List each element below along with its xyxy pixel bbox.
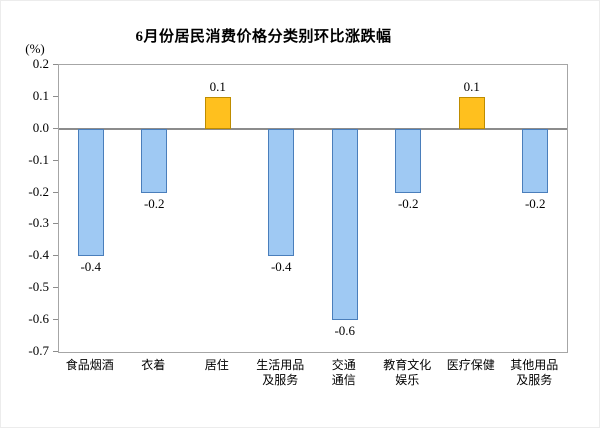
bar-value-label: 0.1 <box>209 78 226 94</box>
x-axis-category-label: 其他用品 及服务 <box>510 358 559 387</box>
y-axis-tick-label: -0.1 <box>28 151 49 167</box>
bar-交通通信 <box>331 128 358 321</box>
bar-value-label: 0.1 <box>463 78 480 94</box>
y-axis-tick-mark <box>53 64 58 65</box>
bar-食品烟酒 <box>77 128 104 257</box>
bar-教育文化娱乐 <box>395 128 422 193</box>
bar-value-label: -0.2 <box>397 195 419 211</box>
x-axis-category-label: 教育文化 娱乐 <box>383 358 432 387</box>
y-axis-tick-label: -0.7 <box>28 343 49 358</box>
y-axis-tick-mark <box>53 95 58 97</box>
bar-其他用品及服务 <box>522 128 549 193</box>
x-axis-category-label: 交通 通信 <box>331 358 356 387</box>
y-axis-tick-label: -0.2 <box>28 183 49 199</box>
x-axis-category-label: 居住 <box>204 358 229 372</box>
y-axis-tick-label: 0.0 <box>32 119 49 135</box>
bar-衣着 <box>141 128 168 193</box>
bar-value-label: -0.2 <box>143 195 165 211</box>
y-axis-tick-mark <box>53 223 58 225</box>
bar-value-label: -0.4 <box>270 259 292 275</box>
y-axis-tick-mark <box>53 351 58 352</box>
y-axis-tick-label: 0.2 <box>32 56 49 71</box>
bar-value-label: -0.2 <box>524 195 546 211</box>
bar-value-label: -0.4 <box>80 259 102 275</box>
x-axis-category-label: 生活用品 及服务 <box>256 358 305 387</box>
y-axis-tick-label: -0.4 <box>28 247 49 263</box>
x-axis-category-label: 医疗保健 <box>446 358 495 372</box>
y-axis-unit-label: (%) <box>25 41 45 56</box>
y-axis-tick-mark <box>53 127 58 129</box>
bar-医疗保健 <box>458 96 485 129</box>
x-axis-category-label: 衣着 <box>141 358 166 372</box>
bar-居住 <box>204 96 231 129</box>
bar-value-label: -0.6 <box>334 323 356 339</box>
x-axis-category-label: 食品烟酒 <box>65 358 114 372</box>
bar-生活用品及服务 <box>268 128 295 257</box>
y-axis-tick-mark <box>53 191 58 193</box>
y-axis-tick-label: -0.3 <box>28 215 49 231</box>
y-axis-tick-mark <box>53 159 58 161</box>
y-axis-tick-mark <box>53 255 58 257</box>
y-axis-tick-label: -0.5 <box>28 279 49 295</box>
y-axis-tick-label: 0.1 <box>32 87 49 103</box>
plot-area: -0.4 -0.2 0.1 -0.4 -0.6 -0.2 0.1 -0.2 <box>58 64 568 353</box>
chart-title: 6月份居民消费价格分类别环比涨跌幅 <box>135 29 392 45</box>
y-axis-tick-mark <box>53 319 58 321</box>
zero-line <box>59 127 567 130</box>
y-axis-tick-label: -0.6 <box>28 311 49 327</box>
y-axis-tick-mark <box>53 287 58 289</box>
